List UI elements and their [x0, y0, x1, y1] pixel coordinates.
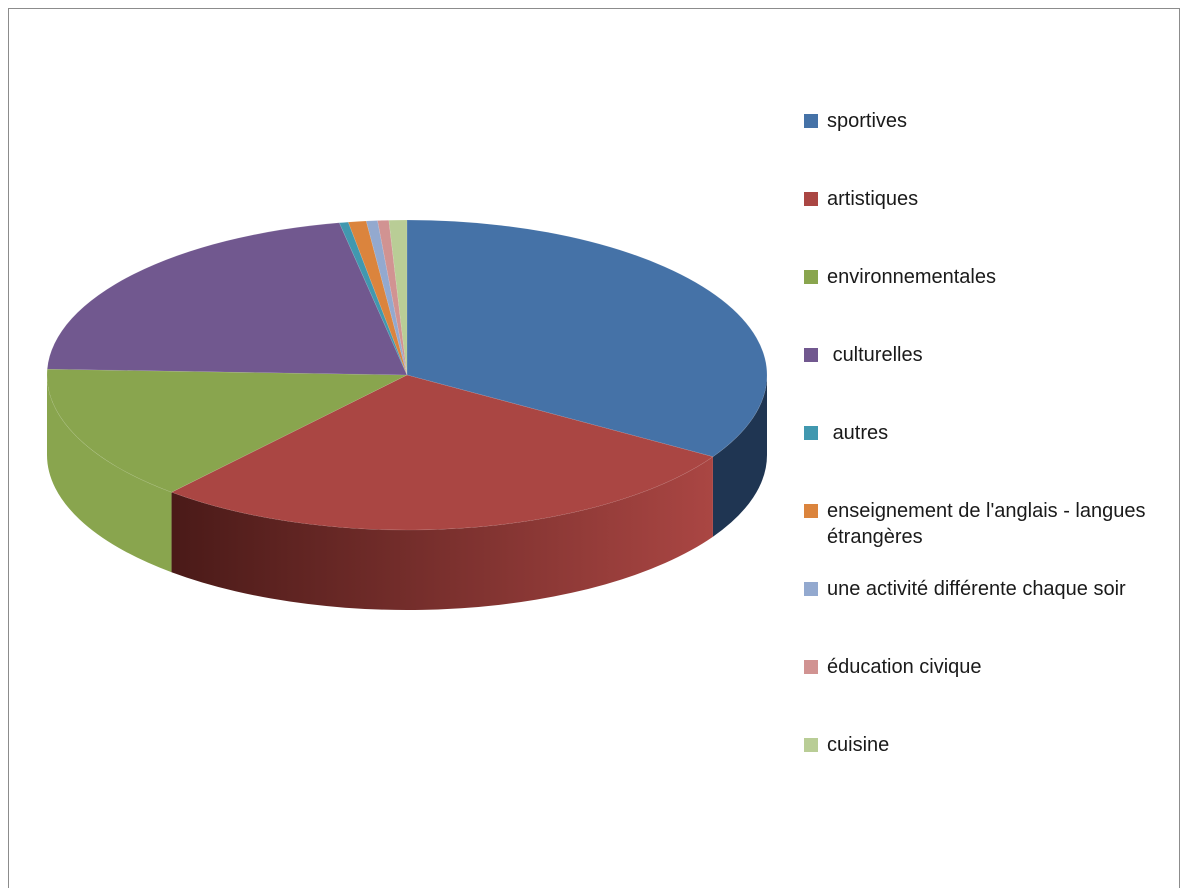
- pie-slice-8: [388, 219, 408, 376]
- pie-slice-2: [46, 368, 408, 493]
- legend-swatch: [804, 348, 818, 362]
- legend-swatch: [804, 738, 818, 752]
- legend-label: cuisine: [827, 734, 890, 756]
- legend-swatch: [804, 504, 818, 518]
- legend-swatch: [804, 660, 818, 674]
- chart-legend: sportives artistiques environnementales …: [804, 0, 1174, 878]
- pie-slice-3: [46, 222, 408, 376]
- pie-slice-side-0: [712, 375, 767, 537]
- pie-slice-7: [377, 219, 408, 376]
- pie-slice-0: [406, 219, 768, 458]
- legend-label: artistiques: [827, 188, 919, 210]
- legend-swatch: [804, 270, 818, 284]
- legend-swatch: [804, 582, 818, 596]
- legend-item-sportives: sportives: [804, 108, 1157, 134]
- legend-label: une activité différente chaque soir: [827, 578, 1126, 600]
- pie-slice-side-2: [47, 375, 172, 573]
- legend-item-education-civique: éducation civique: [804, 654, 1157, 680]
- legend-item-environnementales: environnementales: [804, 264, 1157, 290]
- legend-label: sportives: [827, 110, 908, 132]
- legend-item-cuisine: cuisine: [804, 732, 1157, 758]
- legend-swatch: [804, 192, 818, 206]
- pie-slice-4: [338, 221, 408, 376]
- pie-chart: [46, 219, 768, 610]
- legend-swatch: [804, 426, 818, 440]
- pie-slice-1: [170, 374, 714, 531]
- legend-item-artistiques: artistiques: [804, 186, 1157, 212]
- legend-label: éducation civique: [827, 656, 982, 678]
- pie-slice-6: [365, 220, 408, 376]
- pie-slice-side-1: [171, 456, 713, 610]
- legend-label: culturelles: [827, 344, 923, 366]
- legend-swatch: [804, 114, 818, 128]
- legend-label: enseignement de l'anglais - langues étra…: [827, 500, 1152, 548]
- legend-item-enseignement-anglais: enseignement de l'anglais - langues étra…: [804, 498, 1157, 550]
- legend-item-activite-differente: une activité différente chaque soir: [804, 576, 1157, 602]
- legend-label: environnementales: [827, 266, 996, 288]
- legend-item-culturelles: culturelles: [804, 342, 1157, 368]
- pie-slice-5: [347, 220, 408, 376]
- legend-item-autres: autres: [804, 420, 1157, 446]
- legend-label: autres: [827, 422, 889, 444]
